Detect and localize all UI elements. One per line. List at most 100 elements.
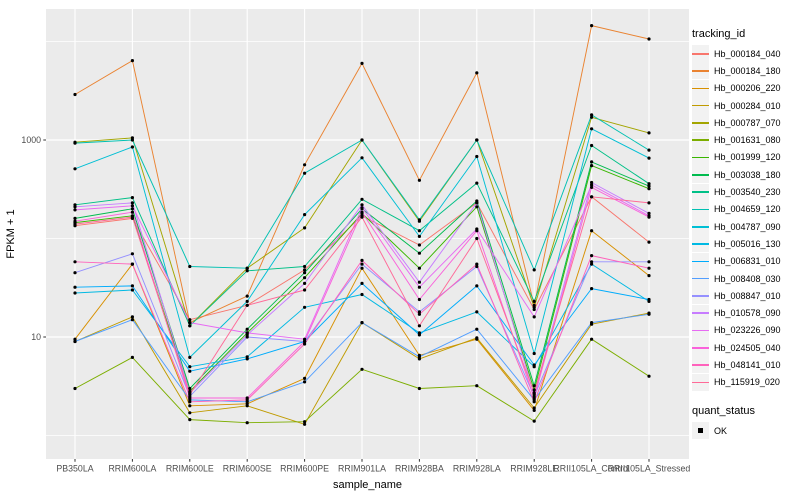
data-point — [245, 327, 249, 331]
legend-entry-label: Hb_003540_230 — [714, 187, 781, 198]
legend-line-swatch — [692, 346, 709, 349]
data-point — [532, 396, 536, 400]
data-point — [360, 281, 364, 285]
legend-entry-label: Hb_115919_020 — [714, 377, 780, 388]
data-point — [130, 262, 134, 266]
plot-panel — [46, 9, 689, 459]
data-point — [475, 236, 479, 241]
legend-key-line — [692, 373, 709, 391]
data-point — [532, 299, 536, 303]
data-point — [73, 222, 77, 226]
data-point — [475, 181, 479, 185]
data-point — [647, 156, 651, 160]
legend-entry-label: OK — [714, 425, 728, 436]
data-point — [188, 386, 192, 391]
data-point — [188, 393, 192, 397]
legend-line-swatch — [692, 260, 709, 263]
data-point — [130, 315, 134, 319]
data-point — [245, 421, 249, 425]
legend-entry-label: Hb_008408_030 — [714, 273, 781, 284]
legend-entry-quant-status: OK — [692, 422, 800, 440]
data-point — [475, 71, 479, 75]
data-point — [245, 331, 249, 335]
legend-entry-label: Hb_048141_010 — [714, 359, 781, 370]
legend-line-swatch — [692, 139, 709, 142]
x-tick-label: RRIM600LE — [166, 464, 214, 474]
legend-key-line — [692, 148, 709, 166]
data-point — [188, 411, 192, 415]
data-point — [303, 380, 307, 384]
legend-entry-label: Hb_001631_080 — [714, 135, 781, 146]
legend-entry-label: Hb_004787_090 — [714, 221, 781, 232]
data-point — [590, 229, 594, 233]
data-point — [303, 163, 307, 167]
legend-entry-label: Hb_024505_040 — [714, 342, 781, 353]
data-point — [130, 59, 134, 63]
legend-key-line — [692, 270, 709, 287]
x-tick-label: RRIM928LE — [510, 464, 558, 474]
legend-entry: Hb_008408_030 — [692, 270, 800, 287]
data-point — [475, 205, 479, 209]
x-tick-label: RRIM600LA — [108, 464, 156, 474]
data-point — [590, 127, 594, 131]
legend-entry-label: Hb_000787_070 — [714, 117, 781, 128]
data-point — [647, 266, 651, 270]
data-point — [360, 266, 364, 270]
legend-entries: Hb_000184_040 Hb_000184_180 Hb_000206_220 H… — [692, 45, 800, 391]
legend-entry: Hb_003038_180 — [692, 166, 800, 184]
legend-key-line — [692, 114, 709, 132]
legend-entry-label: Hb_004659_120 — [714, 204, 781, 215]
legend-line-swatch — [692, 312, 709, 314]
data-point — [360, 258, 364, 262]
legend-entry: Hb_006831_010 — [692, 252, 800, 270]
data-point — [73, 337, 77, 341]
data-point — [130, 355, 134, 359]
x-tick-label: RRII105LA_Control — [553, 464, 629, 474]
data-point — [532, 408, 536, 412]
data-point — [475, 154, 479, 159]
legend-line-swatch — [692, 52, 709, 55]
data-point — [303, 271, 307, 275]
data-point — [188, 324, 192, 328]
legend-line-swatch — [692, 225, 709, 228]
data-point — [590, 115, 594, 119]
legend-entry-label: Hb_000284_010 — [714, 100, 781, 111]
legend-entry: Hb_048141_010 — [692, 356, 800, 374]
data-point — [590, 337, 594, 341]
data-point — [532, 363, 536, 367]
data-point — [188, 365, 192, 369]
data-point — [188, 264, 192, 269]
data-point — [532, 400, 536, 404]
legend-line-swatch — [692, 277, 709, 280]
data-point — [475, 284, 479, 288]
data-point — [188, 318, 192, 322]
data-point — [360, 215, 364, 219]
data-point — [188, 418, 192, 422]
data-point — [130, 284, 134, 288]
data-point — [360, 138, 364, 142]
data-point — [475, 384, 479, 388]
data-point — [245, 269, 249, 273]
data-point — [303, 281, 307, 285]
black-point-icon — [698, 428, 703, 433]
data-point — [245, 299, 249, 303]
data-point — [188, 355, 192, 359]
data-point — [590, 195, 594, 199]
legend-entry: Hb_008847_010 — [692, 287, 800, 305]
legend-key-line — [692, 200, 709, 218]
y-tick-label: 10 — [31, 332, 41, 342]
data-point — [532, 391, 536, 395]
data-point — [475, 229, 479, 233]
data-point — [73, 291, 77, 295]
data-point — [475, 264, 479, 269]
data-point — [73, 167, 77, 171]
data-point — [245, 294, 249, 298]
data-point — [647, 297, 651, 302]
legend-entry-label: Hb_000184_040 — [714, 48, 781, 59]
legend-key-line — [692, 183, 709, 201]
data-point — [360, 61, 364, 65]
data-point — [417, 386, 421, 391]
legend-entry: Hb_023226_090 — [692, 321, 800, 339]
legend-key-line — [692, 235, 709, 253]
